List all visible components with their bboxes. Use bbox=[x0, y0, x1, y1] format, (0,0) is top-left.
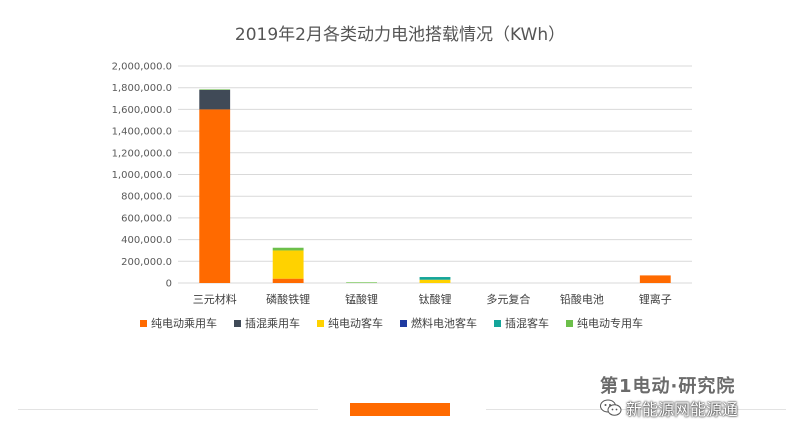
legend-label: 纯电动专用车 bbox=[577, 316, 643, 330]
chart-title: 2019年2月各类动力电池搭载情况（KWh） bbox=[235, 25, 565, 45]
legend-label: 燃料电池客车 bbox=[411, 316, 477, 330]
footer-divider-left bbox=[18, 409, 318, 410]
y-tick-label: 0 bbox=[166, 279, 172, 290]
y-tick-label: 2,000,000.0 bbox=[112, 62, 172, 73]
legend-label: 纯电动客车 bbox=[328, 316, 383, 330]
y-tick-label: 400,000.0 bbox=[121, 235, 172, 246]
legend-swatch bbox=[566, 320, 573, 327]
y-tick-label: 1,200,000.0 bbox=[112, 148, 172, 159]
bar-segment bbox=[199, 109, 231, 284]
y-tick-label: 1,000,000.0 bbox=[112, 170, 172, 181]
legend-label: 插混客车 bbox=[505, 316, 549, 330]
watermark-text: 新能源网能源通 bbox=[626, 400, 739, 419]
y-tick-label: 200,000.0 bbox=[121, 257, 172, 268]
legend-label: 纯电动乘用车 bbox=[151, 316, 217, 330]
y-tick-label: 1,800,000.0 bbox=[112, 83, 172, 94]
bar-segment bbox=[419, 279, 451, 283]
x-category-label: 锰酸锂 bbox=[345, 292, 378, 306]
bars bbox=[199, 89, 671, 284]
y-tick-label: 600,000.0 bbox=[121, 213, 172, 224]
x-category-label: 钛酸锂 bbox=[419, 292, 452, 306]
bar-segment bbox=[199, 89, 231, 110]
y-axis-ticks: 0 200,000.0 400,000.0 600,000.0 800,000.0 1,0… bbox=[112, 62, 172, 290]
bar-segment bbox=[272, 250, 304, 279]
grid-lines bbox=[178, 65, 692, 284]
brand-logo: 第1电动·研究院 bbox=[600, 376, 736, 397]
footer-accent-bar bbox=[350, 403, 450, 416]
legend-swatch bbox=[234, 320, 241, 327]
bar-segment bbox=[272, 278, 304, 283]
bar-segment bbox=[272, 247, 304, 251]
x-axis-categories: 三元材料 磷酸铁锂 锰酸锂 钛酸锂 多元复合 铅酸电池 锂离子 bbox=[193, 292, 672, 306]
legend-swatch bbox=[494, 320, 501, 327]
legend-swatch bbox=[140, 320, 147, 327]
footer-divider-right bbox=[486, 409, 786, 410]
x-category-label: 铅酸电池 bbox=[560, 292, 604, 306]
x-category-label: 锂离子 bbox=[639, 292, 672, 306]
legend-swatch bbox=[317, 320, 324, 327]
y-tick-label: 800,000.0 bbox=[121, 192, 172, 203]
y-tick-label: 1,600,000.0 bbox=[112, 105, 172, 116]
bar-segment bbox=[199, 89, 231, 90]
x-category-label: 三元材料 bbox=[193, 292, 237, 306]
legend: 纯电动乘用车 插混乘用车 纯电动客车 燃料电池客车 插混客车 纯电动专用车 bbox=[140, 316, 643, 330]
wechat-icon bbox=[600, 399, 622, 416]
y-tick-label: 1,400,000.0 bbox=[112, 127, 172, 138]
legend-swatch bbox=[400, 320, 407, 327]
watermark: 新能源网能源通 bbox=[600, 396, 800, 420]
legend-label: 插混乘用车 bbox=[245, 316, 300, 330]
x-category-label: 磷酸铁锂 bbox=[266, 292, 310, 306]
bar-segment bbox=[639, 275, 671, 283]
bar-segment bbox=[346, 282, 377, 283]
bar-segment bbox=[419, 277, 451, 280]
x-category-label: 多元复合 bbox=[486, 292, 530, 306]
